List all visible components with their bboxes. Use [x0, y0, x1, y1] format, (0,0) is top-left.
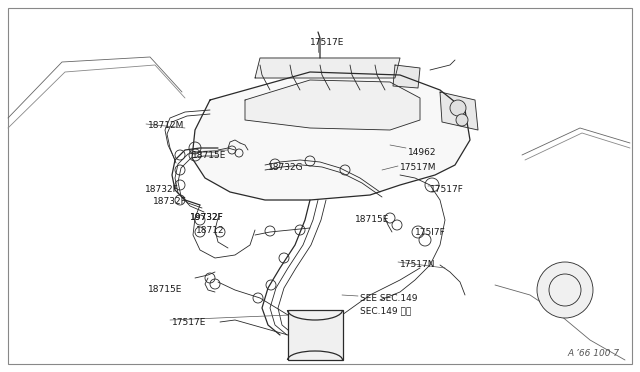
Polygon shape — [192, 72, 470, 200]
Text: 175l7F: 175l7F — [415, 228, 445, 237]
Text: 18732G: 18732G — [268, 163, 303, 172]
Text: 18732F: 18732F — [153, 197, 187, 206]
Circle shape — [537, 262, 593, 318]
Bar — [288, 310, 343, 360]
Text: 17517E: 17517E — [172, 318, 206, 327]
Text: A ’66 100 7: A ’66 100 7 — [568, 349, 620, 358]
Text: 18732F: 18732F — [145, 185, 179, 194]
Text: SEE SEC.149: SEE SEC.149 — [360, 294, 417, 303]
Text: 18715E: 18715E — [192, 151, 227, 160]
Text: 19732F: 19732F — [190, 213, 224, 222]
Text: 18712M: 18712M — [148, 121, 184, 130]
Text: 18712: 18712 — [196, 226, 225, 235]
Polygon shape — [255, 58, 400, 78]
Text: 17517N: 17517N — [400, 260, 435, 269]
Circle shape — [450, 100, 466, 116]
Text: 17517F: 17517F — [430, 185, 464, 194]
Polygon shape — [440, 92, 478, 130]
Text: SEC.149 参照: SEC.149 参照 — [360, 306, 412, 315]
Text: 18715E: 18715E — [355, 215, 389, 224]
Polygon shape — [245, 80, 420, 130]
Polygon shape — [393, 65, 420, 88]
Text: 19732F: 19732F — [190, 213, 224, 222]
Text: 17517M: 17517M — [400, 163, 436, 172]
Circle shape — [456, 114, 468, 126]
Text: 14962: 14962 — [408, 148, 436, 157]
Text: 18715E: 18715E — [148, 285, 182, 294]
Text: 17517E: 17517E — [310, 38, 344, 47]
